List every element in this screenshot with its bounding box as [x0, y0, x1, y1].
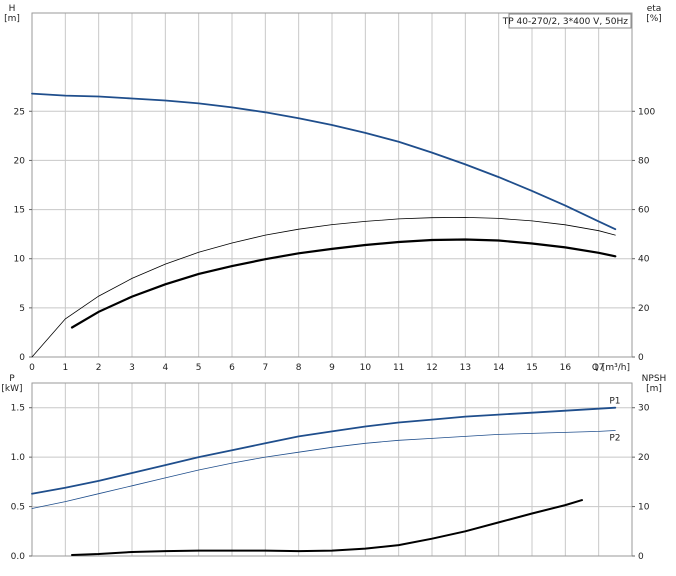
x-tick-label: 6 [229, 363, 235, 373]
x-tick-label: 3 [129, 363, 135, 373]
x-tick-label: 15 [526, 363, 537, 373]
title-box [508, 13, 632, 29]
y-left-axis-unit: [m] [4, 14, 20, 24]
y-right-tick-label: 100 [638, 107, 655, 117]
plot-frame [31, 12, 633, 358]
series-line-0-0 [31, 92, 617, 231]
series-label-p2: P2 [609, 433, 620, 443]
x-tick-label: 1 [62, 363, 68, 373]
x-tick-label: 9 [329, 363, 335, 373]
y-right-axis-title: eta [647, 4, 662, 14]
x-tick-label: 13 [460, 363, 471, 373]
y-left-tick-label: 1.5 [11, 404, 25, 414]
power-npsh-panel: 0.0 0.5 1.0 1.5 0 10 20 30 P[kW] NPSH[m] P1 P2 [1, 374, 666, 562]
x-tick-label: 0 [29, 363, 35, 373]
y-left-axis-title: H [9, 4, 16, 14]
x-tick-label: 8 [296, 363, 302, 373]
y-right-tick-label: 20 [638, 304, 650, 314]
x-tick-label: 2 [96, 363, 102, 373]
y-right-axis-unit: [%] [646, 14, 662, 24]
y-right-tick-label: 60 [638, 206, 650, 216]
x-tick-label: 12 [426, 363, 437, 373]
x-tick-label: 4 [162, 363, 168, 373]
y-right-tick-label: 20 [638, 453, 650, 463]
y-left-tick-label: 0.0 [11, 552, 26, 562]
y-left-tick-label: 20 [14, 156, 26, 166]
x-tick-label: 5 [196, 363, 202, 373]
y-left-tick-label: 15 [14, 206, 25, 216]
chart-title: TP 40-270/2, 3*400 V, 50Hz [502, 17, 629, 27]
y-right-tick-label: 80 [638, 156, 650, 166]
y-left-axis-unit: [kW] [1, 384, 22, 394]
y-right-axis-title: NPSH [642, 374, 667, 384]
y-left-tick-label: 10 [14, 255, 26, 265]
y-right-tick-label: 10 [638, 503, 650, 513]
y-right-tick-label: 0 [638, 552, 644, 562]
series-line-0-1 [31, 216, 616, 358]
series-label-p1: P1 [609, 397, 620, 407]
y-right-tick-label: 40 [638, 255, 650, 265]
y-left-axis-title: P [9, 374, 15, 384]
y-left-tick-label: 0 [19, 353, 25, 363]
y-left-tick-label: 5 [19, 304, 25, 314]
x-tick-label: 16 [560, 363, 572, 373]
x-tick-label: 7 [262, 363, 268, 373]
series-line-p2 [31, 430, 616, 509]
y-right-tick-label: 0 [638, 353, 644, 363]
series-line-p1 [31, 406, 617, 495]
series-line-1-2 [71, 499, 583, 556]
y-left-tick-label: 25 [14, 107, 25, 117]
y-right-tick-label: 30 [638, 404, 650, 414]
x-tick-label: 11 [393, 363, 404, 373]
y-left-tick-label: 0.5 [11, 503, 25, 513]
x-axis-label: Q [m³/h] [592, 363, 630, 373]
x-tick-label: 17 [593, 363, 604, 373]
y-right-axis-unit: [m] [646, 384, 662, 394]
plot-frame [31, 382, 633, 557]
y-left-tick-label: 1.0 [11, 453, 26, 463]
x-tick-label: 10 [360, 363, 372, 373]
series-line-0-2 [70, 238, 617, 329]
x-tick-label: 14 [493, 363, 505, 373]
